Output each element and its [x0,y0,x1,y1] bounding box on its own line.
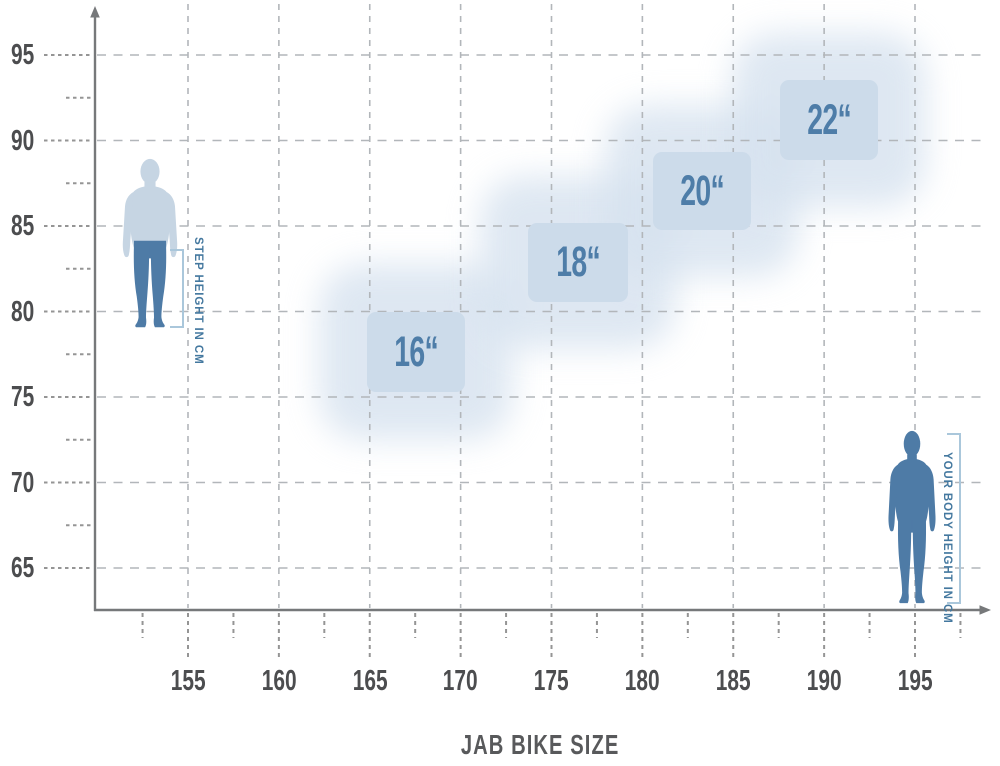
size-box-20: 20“ [653,152,751,230]
y-tick-label: 80 [0,297,34,327]
y-tick-label: 95 [0,40,34,70]
x-tick-label: 175 [507,666,597,696]
person-figure-body-height [888,430,936,604]
x-tick-label: 180 [597,666,687,696]
y-tick-label: 65 [0,553,34,583]
x-tick-value: 160 [261,665,297,697]
body-height-axis-label: YOUR BODY HEIGHT IN CM [941,452,953,624]
y-axis-arrow-icon [90,6,100,18]
x-tick-label: 170 [416,666,506,696]
x-tick-value: 185 [715,665,751,697]
person-legs [897,514,927,604]
x-tick-label: 155 [143,666,233,696]
x-tick-value: 170 [443,665,479,697]
y-tick-value: 90 [10,124,34,157]
y-tick-label: 70 [0,468,34,498]
size-box-18: 18“ [528,223,628,302]
x-tick-value: 175 [534,665,569,697]
x-tick-label: 160 [234,666,324,696]
x-tick-label: 165 [325,666,415,696]
x-tick-value: 180 [624,665,660,697]
size-box-22-label: 22“ [807,95,851,144]
x-tick-label: 185 [688,666,778,696]
x-tick-value: 165 [352,665,388,697]
x-tick-value: 155 [170,665,206,697]
y-tick-value: 85 [10,210,34,242]
y-tick-value: 80 [10,295,34,328]
chart-title-text: JAB BIKE SIZE [460,729,620,760]
chart-title: JAB BIKE SIZE [95,731,985,759]
y-tick-label: 85 [0,211,34,241]
y-tick-value: 70 [10,466,34,499]
size-box-16: 16“ [367,312,465,392]
size-box-18-label: 18“ [556,238,600,286]
y-tick-label: 90 [0,126,34,156]
size-box-20-label: 20“ [680,166,724,215]
person-figure-step-height [122,158,178,328]
y-tick-value: 75 [10,381,34,413]
x-tick-value: 195 [897,665,933,697]
x-axis-arrow-icon [979,605,991,615]
y-tick-value: 95 [10,39,34,71]
x-tick-label: 190 [779,666,869,696]
person-legs [133,240,167,328]
step-height-axis-label: STEP HEIGHT IN CM [192,237,204,365]
x-tick-label: 195 [870,666,960,696]
x-tick-value: 190 [806,665,842,697]
y-tick-label: 75 [0,382,34,412]
size-box-22: 22“ [780,80,878,160]
y-tick-value: 65 [10,552,34,584]
size-box-16-label: 16“ [394,327,438,376]
